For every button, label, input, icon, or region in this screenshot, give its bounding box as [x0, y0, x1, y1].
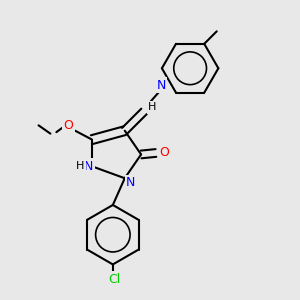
Text: N: N: [126, 176, 135, 189]
Text: H: H: [76, 161, 84, 171]
Text: N: N: [157, 79, 166, 92]
Text: Cl: Cl: [108, 273, 121, 286]
Text: H: H: [148, 103, 157, 112]
Text: O: O: [159, 146, 169, 160]
Text: N: N: [84, 160, 93, 173]
Text: O: O: [63, 119, 73, 132]
